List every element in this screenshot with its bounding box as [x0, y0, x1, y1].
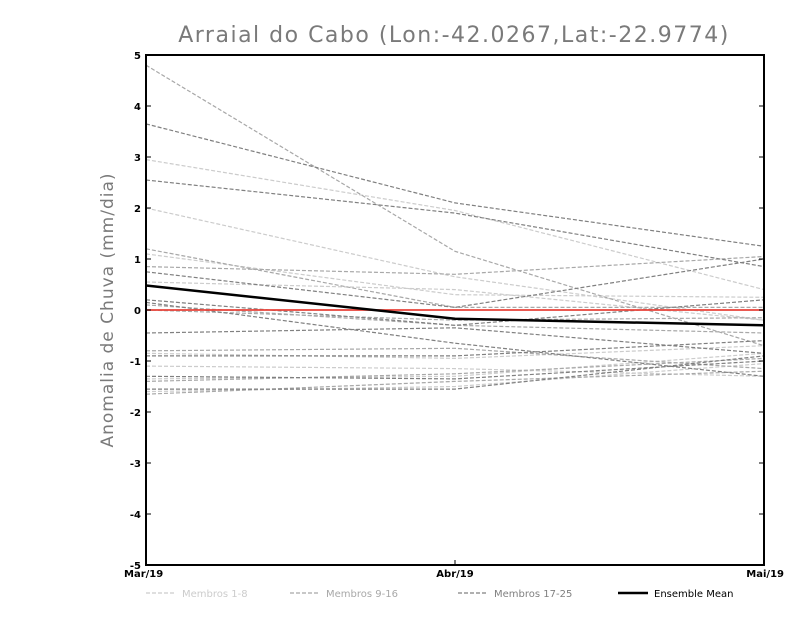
- y-axis-label: Anomalia de Chuva (mm/dia): [98, 172, 118, 447]
- y-tick-label: 4: [134, 102, 141, 113]
- member-line-g2-8: [145, 64, 765, 347]
- y-tick-label: -1: [130, 357, 141, 368]
- member-line-g3-20: [145, 301, 765, 377]
- member-line-g3-22: [146, 340, 765, 357]
- series-layer: [145, 64, 765, 395]
- member-line-g1-0: [145, 159, 765, 291]
- member-line-g2-12: [145, 309, 765, 321]
- y-axis-ticks: 5 4 3 2 1 0 -1 -2 -3 -4 -5: [130, 51, 764, 572]
- member-line-g1-6: [145, 352, 765, 380]
- y-tick-label: -4: [130, 510, 141, 521]
- member-line-g2-14: [145, 357, 765, 382]
- member-line-g3-23: [145, 360, 765, 380]
- member-line-g1-5: [145, 365, 765, 377]
- ensemble-mean-line: [145, 284, 765, 327]
- member-line-g3-17: [145, 179, 765, 268]
- member-line-g1-4: [145, 345, 765, 360]
- member-line-g3-16: [145, 123, 765, 247]
- legend: Membros 1-8 Membros 9-16 Membros 17-25 Ense…: [146, 589, 733, 600]
- chart-title: Arraial do Cabo (Lon:-42.0267,Lat:-22.97…: [178, 23, 730, 48]
- member-line-g2-9: [145, 248, 764, 308]
- y-tick-label: 0: [134, 306, 141, 317]
- legend-label-mean: Ensemble Mean: [654, 589, 733, 600]
- member-line-g3-18: [145, 258, 765, 309]
- x-tick-label: Mar/19: [124, 569, 163, 580]
- legend-label-g2: Membros 9-16: [326, 589, 398, 600]
- member-line-g1-1: [145, 207, 765, 321]
- member-line-g2-11: [145, 304, 765, 334]
- x-tick-label: Mai/19: [746, 569, 784, 580]
- member-line-g1-2: [145, 253, 765, 298]
- member-line-g3-24: [146, 355, 765, 390]
- y-tick-label: 5: [134, 51, 141, 62]
- ensemble-mean-layer: [145, 284, 765, 327]
- y-tick-label: 3: [134, 153, 141, 164]
- y-tick-label: -5: [130, 561, 141, 572]
- member-line-g2-13: [145, 347, 765, 370]
- legend-label-g3: Membros 17-25: [494, 589, 572, 600]
- legend-label-g1: Membros 1-8: [182, 589, 248, 600]
- member-line-g3-21: [145, 327, 765, 354]
- member-line-g2-10: [145, 255, 765, 275]
- y-tick-label: 2: [134, 204, 141, 215]
- member-line-g2-15: [145, 370, 765, 395]
- y-tick-label: -3: [130, 459, 141, 470]
- x-tick-label: Abr/19: [436, 569, 473, 580]
- y-tick-label: 1: [134, 255, 141, 266]
- x-axis-ticks: Mar/19 Abr/19 Mai/19: [124, 560, 784, 580]
- member-line-g3-19: [145, 299, 765, 326]
- y-tick-label: -2: [130, 408, 141, 419]
